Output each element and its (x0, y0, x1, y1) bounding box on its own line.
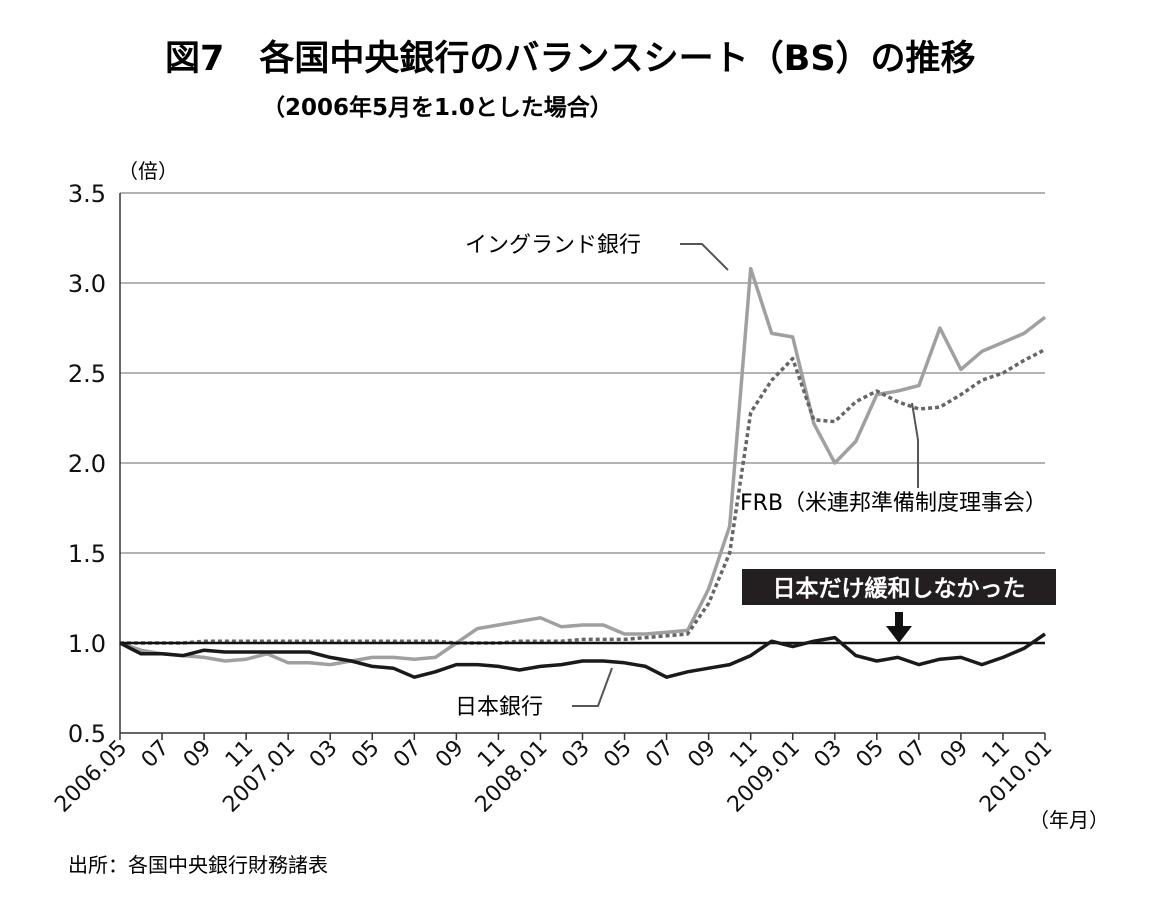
y-tick-label: 3.0 (68, 270, 106, 298)
x-tick-label: 07 (137, 736, 174, 773)
y-tick-label: 1.5 (68, 540, 106, 568)
source-note: 出所：各国中央銀行財務諸表 (68, 853, 328, 877)
callout-text: 日本だけ緩和しなかった (773, 575, 1026, 602)
x-tick-label: 07 (894, 736, 931, 773)
y-tick-label: 1.0 (68, 630, 106, 658)
x-tick-label: 03 (305, 736, 342, 773)
chart-subtitle: （2006年5月を1.0とした場合） (262, 94, 613, 121)
x-tick-label: 09 (936, 736, 973, 773)
y-tick-labels: 0.5 1.0 1.5 2.0 2.5 3.0 3.5 (68, 180, 106, 748)
boj-series-line (119, 632, 1046, 679)
x-tick-label: 09 (683, 736, 720, 773)
callout-box (742, 569, 1056, 605)
x-tick-label: 03 (557, 736, 594, 773)
y-tick-label: 2.5 (68, 360, 106, 388)
callout-arrow-head (886, 626, 912, 643)
x-axis-unit: （年月） (1029, 808, 1109, 832)
boj-leader-line (572, 667, 613, 707)
series-lines (119, 266, 1047, 679)
gridlines (119, 192, 1045, 734)
x-tick-label: 05 (599, 736, 636, 773)
boe-series-label: イングランド銀行 (465, 233, 641, 258)
x-tick-label: 09 (179, 736, 216, 773)
y-tick-label: 3.5 (68, 180, 106, 208)
x-tick-label: 05 (347, 736, 384, 773)
x-tick-label: 07 (389, 736, 426, 773)
frb-series-line (120, 348, 1046, 645)
x-tick-label: 09 (431, 736, 468, 773)
y-tick-label: 2.0 (68, 450, 106, 478)
frb-series-label: FRB（米連邦準備制度理事会） (740, 491, 1047, 516)
x-tick-label: 03 (810, 736, 847, 773)
x-tick-label: 07 (641, 736, 678, 773)
boj-series-label: 日本銀行 (455, 695, 543, 720)
boe-leader-line (680, 243, 729, 271)
boe-series-line (119, 266, 1047, 667)
chart-title: 図7 各国中央銀行のバランスシート（BS）の推移 (165, 38, 976, 79)
frb-leader-line (911, 402, 919, 488)
x-tick-label: 05 (852, 736, 889, 773)
y-axis-unit: （倍） (118, 159, 178, 183)
y-tick-label: 0.5 (68, 720, 106, 748)
